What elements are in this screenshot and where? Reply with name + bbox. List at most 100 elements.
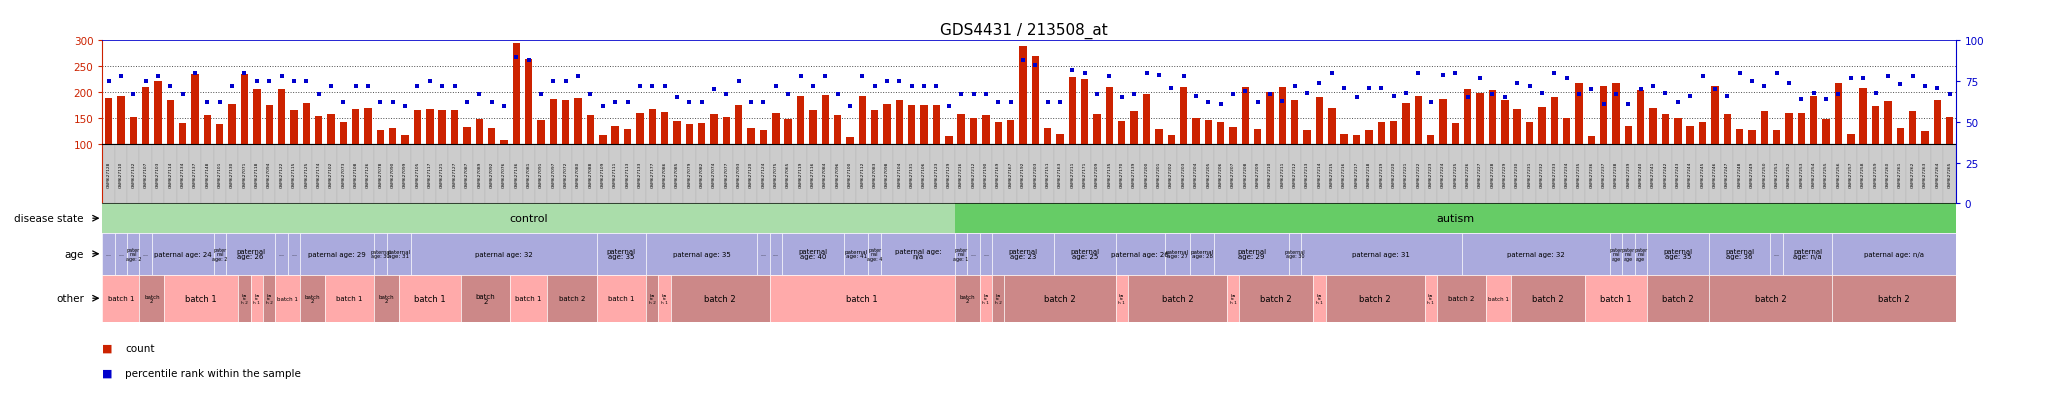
Text: GSM627223: GSM627223 [1430, 161, 1434, 188]
Point [1735, 78, 1767, 85]
Bar [905, 145, 918, 204]
Bar [1069, 77, 1075, 145]
Point [1823, 92, 1855, 98]
Bar [1300, 233, 1462, 275]
Bar [795, 145, 807, 204]
Text: GSM627112: GSM627112 [860, 161, 864, 188]
Bar [918, 145, 930, 204]
Point [500, 54, 532, 61]
Text: GSM627244: GSM627244 [1688, 161, 1692, 188]
Text: GSM627192: GSM627192 [1022, 161, 1024, 188]
Bar [129, 118, 137, 145]
Bar [377, 131, 385, 145]
Bar [315, 117, 322, 145]
Text: batch
2: batch 2 [379, 294, 395, 303]
Point [686, 100, 719, 107]
Point [1315, 71, 1348, 77]
Text: paternal age: 32: paternal age: 32 [475, 251, 532, 257]
Text: GSM627265: GSM627265 [1948, 161, 1952, 188]
Bar [127, 233, 139, 275]
Bar [1786, 114, 1792, 145]
Point [264, 74, 297, 81]
Text: GSM627215: GSM627215 [1329, 161, 1333, 188]
Text: GSM627107: GSM627107 [143, 161, 147, 188]
Text: GSM627221: GSM627221 [1405, 161, 1407, 188]
Text: GSM627130: GSM627130 [229, 161, 233, 188]
Point [487, 103, 520, 109]
Bar [1378, 123, 1384, 145]
Text: GSM627082: GSM627082 [700, 161, 705, 188]
Text: GSM627226: GSM627226 [1466, 161, 1470, 188]
Bar [596, 145, 608, 204]
Text: ...: ... [971, 252, 977, 256]
Text: GSM627118: GSM627118 [254, 161, 258, 188]
Text: batch 1: batch 1 [608, 295, 635, 301]
Bar [1130, 112, 1139, 145]
Bar [127, 145, 139, 204]
Bar [1724, 114, 1731, 145]
Bar [362, 145, 375, 204]
Bar [291, 111, 297, 145]
Text: GSM627229: GSM627229 [1503, 161, 1507, 188]
Bar [784, 120, 793, 145]
Text: GSM627218: GSM627218 [1366, 161, 1370, 188]
Text: ...: ... [291, 252, 297, 256]
Bar [352, 109, 358, 145]
Bar [463, 128, 471, 145]
Bar [279, 90, 285, 145]
Bar [645, 145, 659, 204]
Bar [1190, 233, 1214, 275]
Bar [1079, 145, 1092, 204]
Bar [1325, 275, 1425, 322]
Bar [1214, 233, 1288, 275]
Text: ba
tc
h 1: ba tc h 1 [254, 293, 260, 304]
Bar [1796, 145, 1808, 204]
Point [524, 92, 557, 98]
Point [92, 78, 125, 85]
Text: ba
tc
h 1: ba tc h 1 [983, 293, 989, 304]
Bar [645, 233, 758, 275]
Bar [1610, 233, 1622, 275]
Bar [287, 145, 301, 204]
Point [1661, 100, 1694, 107]
Point [920, 83, 952, 90]
Text: GSM627260: GSM627260 [1886, 161, 1890, 188]
Point [1884, 82, 1917, 88]
Bar [1808, 145, 1821, 204]
Bar [621, 145, 633, 204]
Bar [1057, 134, 1063, 145]
Bar [870, 111, 879, 145]
Bar [1165, 145, 1178, 204]
Bar [1700, 123, 1706, 145]
Text: paternal
age: 36: paternal age: 36 [1724, 249, 1755, 260]
Bar [547, 145, 559, 204]
Text: pater
nal
age: 1: pater nal age: 1 [954, 247, 969, 261]
Bar [844, 233, 868, 275]
Bar [979, 145, 991, 204]
Bar [549, 100, 557, 145]
Text: GSM627259: GSM627259 [1874, 161, 1878, 188]
Bar [1217, 122, 1225, 145]
Bar [1464, 90, 1470, 145]
Bar [1513, 109, 1522, 145]
Bar [709, 145, 721, 204]
Bar [1450, 145, 1462, 204]
Bar [1671, 145, 1683, 204]
Bar [141, 88, 150, 145]
Point [1587, 102, 1620, 108]
Bar [1227, 145, 1239, 204]
Bar [1143, 95, 1151, 145]
Bar [1882, 145, 1894, 204]
Text: GSM627222: GSM627222 [1417, 161, 1421, 188]
Bar [166, 101, 174, 145]
Bar [1870, 145, 1882, 204]
Bar [498, 145, 510, 204]
Bar [139, 233, 152, 275]
Bar [821, 96, 829, 145]
Bar [1452, 124, 1458, 145]
Point [1563, 92, 1595, 98]
Point [166, 92, 199, 98]
Bar [1909, 112, 1917, 145]
Text: GSM627256: GSM627256 [1837, 161, 1841, 188]
Bar [760, 131, 768, 145]
